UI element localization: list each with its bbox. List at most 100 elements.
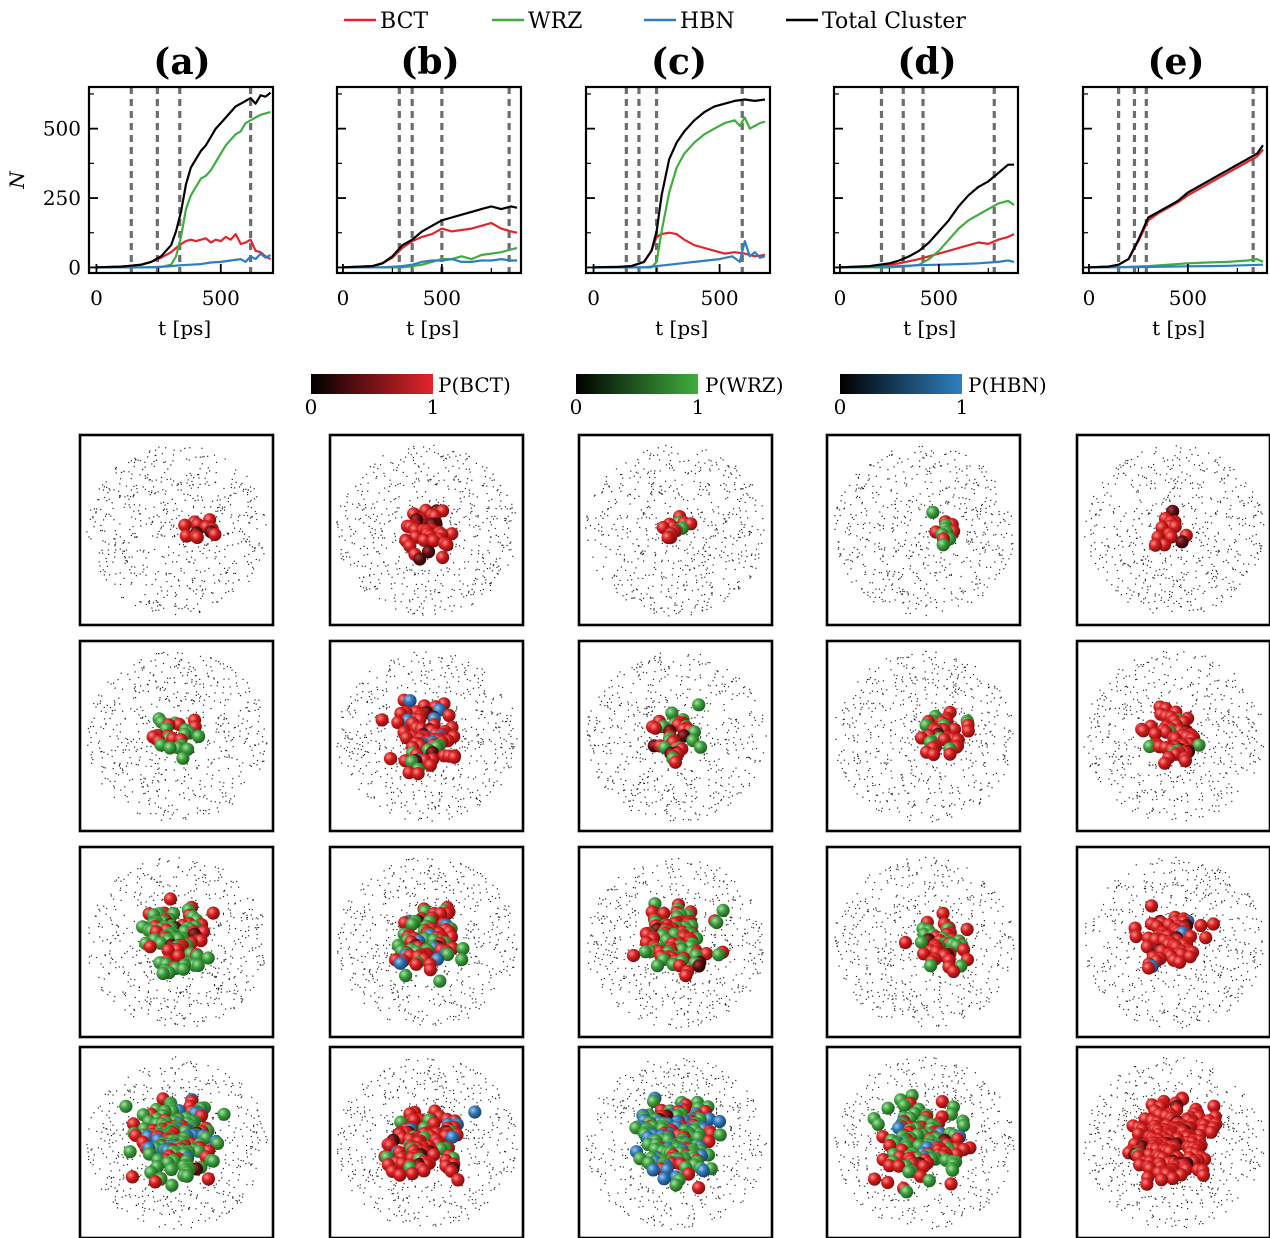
atom-dot [978,468,980,470]
atom-dot [174,605,176,607]
atom-dot [941,610,943,612]
atom-dot [241,531,243,533]
atom-dot [632,543,634,545]
atom-dot [248,536,250,538]
atom-dot [855,488,857,490]
atom-dot [389,812,391,814]
atom-dot [605,546,607,548]
atom-dot [491,498,493,500]
atom-dot [217,601,219,603]
atom-dot [994,578,996,580]
atom-dot [198,765,200,767]
atom-dot [843,508,845,510]
atom-dot [1144,597,1147,599]
atom-dot [478,550,480,552]
atom-dot [456,706,458,708]
atom-dot [837,541,839,543]
atom-dot [925,605,927,607]
atom-dot [211,670,213,672]
atom-dot [379,707,381,710]
colorbar-bct: P(BCT) 0 1 [305,373,511,419]
atom-dot [407,552,409,554]
atom-dot [927,536,929,538]
atom-dot [1180,558,1182,560]
xtick-label-c-0: 0 [587,286,600,310]
atom-dot [702,489,704,491]
atom-dot [155,492,157,494]
atom-dot [232,746,234,748]
atom-dot [465,730,467,732]
atom-dot [347,735,349,737]
atom-dot [1219,500,1221,502]
atom-dot [165,447,167,449]
atom-dot [749,533,751,535]
atom-dot [971,539,973,541]
atom-dot [1119,464,1121,466]
atom-dot [417,572,419,575]
atom-dot [413,574,416,576]
atom-dot [367,783,369,785]
atom-dot [516,738,518,740]
atom-dot [388,670,390,672]
atom-dot [1139,536,1141,538]
atom-dot [728,491,731,493]
atom-dot [1162,457,1164,459]
atom-dot [419,817,421,819]
atom-dot [1186,593,1188,595]
atom-dot [486,467,488,469]
atom-dot [1179,464,1181,467]
series-c-wrz [593,116,766,269]
atom-dot [955,466,957,468]
atom-dot [265,743,267,745]
atom-dot [617,583,619,585]
atom-dot [1158,594,1160,596]
snapshot-frame [577,433,774,627]
atom-dot [1095,562,1097,565]
atom-dot [733,588,735,590]
atom-dot [467,661,470,663]
atom-dot [157,768,159,770]
atom-dot [872,485,874,487]
atom-dot [100,509,102,511]
atom-dot [446,687,448,689]
atom-dot [152,602,155,604]
atom-dot [1139,484,1141,486]
atom-dot [414,481,416,483]
atom-dot [374,585,377,587]
atom-dot [409,569,411,571]
atom-dot [165,572,167,574]
atom-dot [191,550,193,552]
atom-dot [678,575,680,578]
atom-dot [135,484,137,486]
atom-dot [123,506,125,508]
atom-dot [466,688,468,691]
atom-dot [388,721,390,724]
atom-dot [364,565,366,567]
atom-dot [153,776,155,778]
atom-dot [217,723,219,726]
atom-dot [156,790,158,792]
atom-dot [1138,595,1140,597]
atom-dot [968,498,971,501]
atom-dot [690,470,692,472]
atom-dot [253,488,255,490]
atom-dot [1187,601,1189,603]
atom-dot [368,761,370,763]
atom-dot [1253,515,1255,517]
atom-dot [990,566,992,568]
atom-dot [1211,563,1213,565]
atom-dot [199,683,201,685]
atom-dot [1105,554,1107,556]
atom-dot [122,749,124,751]
atom-dot [739,517,741,519]
atom-dot [456,708,458,710]
atom-dot [398,560,400,562]
atom-dot [404,818,406,820]
atom-dot [485,763,487,765]
atom-dot [125,485,127,487]
atom-dot [139,661,141,664]
atom-dot [145,557,147,559]
atom-dot [476,798,478,800]
atom-dot [389,676,392,678]
atom-dot [148,600,150,602]
